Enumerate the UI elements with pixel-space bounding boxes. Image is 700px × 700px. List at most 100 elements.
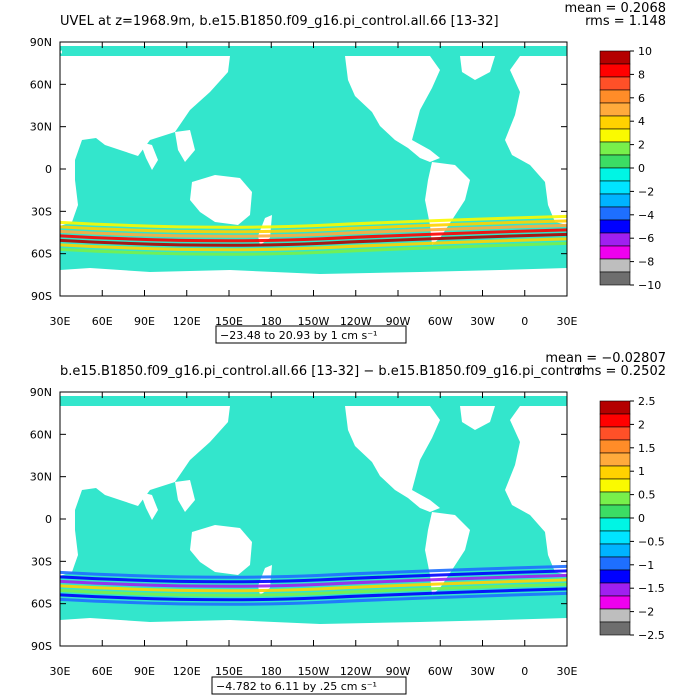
colorbar-swatch	[599, 426, 631, 441]
colorbar-label: −2	[638, 185, 654, 198]
mean-stat: mean = −0.02807	[545, 351, 666, 366]
colorbar-label: −10	[638, 279, 661, 292]
land-se-asia	[175, 480, 195, 512]
x-tick-label: 30E	[557, 315, 578, 328]
x-tick-label: 150W	[298, 665, 330, 678]
colorbar-label: −1.5	[638, 582, 665, 595]
colorbar: 10 8 6 4 2 0 −2 −4 −6 −8 −10	[599, 45, 661, 292]
x-tick-label: 120W	[340, 665, 372, 678]
x-tick-label: 180	[261, 315, 282, 328]
y-tick-label: 30N	[30, 121, 52, 134]
colorbar-swatch	[599, 530, 631, 545]
y-tick-label: 30N	[30, 471, 52, 484]
colorbar-label: 0.5	[638, 489, 656, 502]
range-label: −4.782 to 6.11 by .25 cm s⁻¹	[216, 680, 377, 693]
x-axis: 30E 60E 90E 120E 150E 180 150W 120W 90W 60W 30W 0 30…	[50, 42, 578, 328]
colorbar-label: 6	[638, 92, 645, 105]
current-band	[60, 241, 567, 256]
land-antarctica	[60, 618, 567, 646]
x-tick-label: 60W	[428, 315, 453, 328]
current-band	[60, 591, 567, 606]
current-band	[60, 569, 567, 584]
current-band	[60, 237, 567, 252]
colorbar-swatch	[599, 582, 631, 597]
land-arctic-gap	[60, 50, 62, 54]
current-band	[60, 232, 567, 247]
land-australia	[190, 525, 252, 575]
land-india	[140, 142, 158, 170]
colorbar-label: −0.5	[638, 535, 665, 548]
y-axis: 90N 60N 30N 0 30S 60S 90S	[30, 36, 567, 303]
colorbar-swatch	[599, 232, 631, 247]
colorbar-swatch	[599, 128, 631, 143]
colorbar-swatch	[599, 491, 631, 506]
current-band	[60, 223, 567, 238]
colorbar-swatch	[599, 400, 631, 415]
y-tick-label: 30S	[31, 205, 52, 218]
colorbar-swatch	[599, 76, 631, 91]
southern-ocean-bands	[60, 214, 567, 256]
current-band	[60, 228, 567, 243]
x-axis: 30E 60E 90E 120E 150E 180 150W 120W 90W 60W 30W 0 30…	[50, 392, 578, 678]
y-tick-label: 90S	[31, 640, 52, 653]
land-north-america	[345, 406, 440, 512]
land-greenland	[460, 56, 495, 80]
colorbar-swatch	[599, 167, 631, 182]
x-tick-label: 60E	[92, 315, 113, 328]
colorbar-label: −8	[638, 256, 654, 269]
rms-stat: rms = 0.2502	[577, 364, 666, 379]
y-tick-label: 60N	[30, 78, 52, 91]
colorbar-swatch	[599, 258, 631, 273]
colorbar-swatch	[599, 517, 631, 532]
colorbar-label: 10	[638, 45, 652, 58]
x-tick-label: 30E	[50, 665, 71, 678]
colorbar-label: −2	[638, 606, 654, 619]
current-band	[60, 564, 567, 579]
colorbar-label: 2	[638, 418, 645, 431]
panel-top: UVEL at z=1968.9m, b.e15.B1850.f09_g16.p…	[30, 1, 666, 344]
y-tick-label: 0	[45, 163, 52, 176]
y-tick-label: 60N	[30, 428, 52, 441]
colorbar-swatch	[599, 245, 631, 260]
colorbar-label: −1	[638, 559, 654, 572]
range-label: −23.48 to 20.93 by 1 cm s⁻¹	[220, 329, 377, 342]
colorbar-swatch	[599, 115, 631, 130]
colorbar-swatch	[599, 154, 631, 169]
current-band	[60, 214, 567, 229]
x-tick-label: 30W	[470, 665, 495, 678]
colorbar-swatch	[599, 180, 631, 195]
land-greenland	[460, 406, 495, 430]
y-tick-label: 60S	[31, 248, 52, 261]
colorbar-swatch	[599, 478, 631, 493]
colorbar-label: −6	[638, 232, 654, 245]
x-tick-label: 90W	[386, 665, 411, 678]
land-se-asia	[175, 130, 195, 162]
land-australia	[190, 175, 252, 225]
colorbar-swatch	[599, 621, 631, 636]
current-band	[60, 582, 567, 597]
x-tick-label: 30W	[470, 315, 495, 328]
colorbar-swatch	[599, 504, 631, 519]
y-tick-label: 0	[45, 513, 52, 526]
x-tick-label: 90E	[134, 315, 155, 328]
colorbar-swatch	[599, 50, 631, 65]
land-antarctica	[60, 268, 567, 296]
colorbar-label: 8	[638, 68, 645, 81]
colorbar-swatch	[599, 569, 631, 584]
colorbar-swatch	[599, 465, 631, 480]
colorbar-swatch	[599, 102, 631, 117]
current-band	[60, 587, 567, 602]
colorbar-swatch	[599, 608, 631, 623]
colorbar-swatch	[599, 556, 631, 571]
colorbar-swatch	[599, 89, 631, 104]
x-tick-label: 150W	[298, 315, 330, 328]
panel-bottom: b.e15.B1850.f09_g16.pi_control.all.66 [1…	[30, 351, 666, 695]
land-europe-africa-east	[505, 406, 567, 575]
y-tick-label: 90N	[30, 36, 52, 49]
x-tick-label: 60W	[428, 665, 453, 678]
x-tick-label: 90W	[386, 315, 411, 328]
southern-ocean-bands	[60, 564, 567, 606]
current-band	[60, 219, 567, 234]
colorbar-label: −2.5	[638, 629, 665, 642]
